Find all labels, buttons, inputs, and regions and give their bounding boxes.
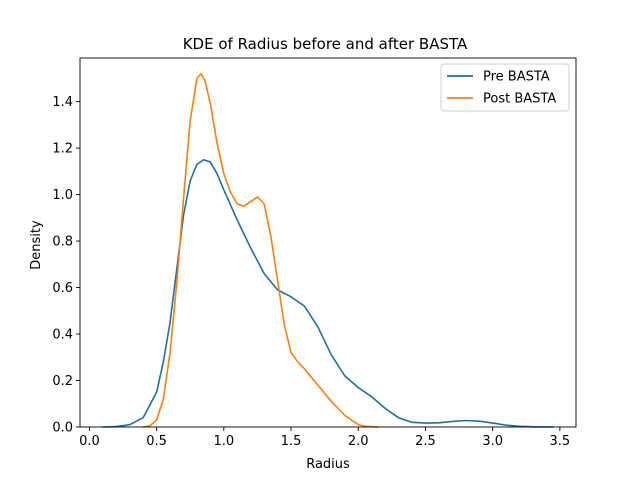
x-axis-label: Radius	[306, 457, 350, 472]
y-tick-label: 1.2	[52, 142, 73, 157]
x-tick-label: 2.5	[415, 434, 436, 449]
legend: Pre BASTA Post BASTA	[440, 63, 570, 112]
x-tick-label: 0.0	[79, 434, 100, 449]
plot-area: 0.0 0.5 1.0 1.5 2.0 2.5 3.0 3.5 0.0 0.2 0.4 0.6 0.8 1…	[52, 57, 577, 449]
legend-entry-label: Post BASTA	[483, 92, 556, 107]
series-line-post-basta	[142, 72, 380, 428]
chart-title: KDE of Radius before and after BASTA	[183, 35, 468, 53]
x-tick-label: 3.5	[550, 434, 571, 449]
axes-frame	[79, 57, 577, 428]
y-tick-label: 0.6	[52, 281, 73, 296]
series-line-pre-basta	[102, 158, 554, 428]
y-tick-label: 0.2	[52, 374, 73, 389]
y-tick-label: 0.0	[52, 421, 73, 436]
x-tick-label: 1.5	[281, 434, 302, 449]
x-tick-label: 0.5	[146, 434, 167, 449]
x-tick-label: 1.0	[213, 434, 234, 449]
x-tick-label: 2.0	[348, 434, 369, 449]
y-axis-label: Density	[29, 220, 44, 270]
legend-entry-label: Pre BASTA	[483, 70, 550, 85]
y-tick-label: 0.4	[52, 328, 73, 343]
x-tick-label: 3.0	[482, 434, 503, 449]
y-tick-label: 0.8	[52, 235, 73, 250]
y-tick-label: 1.4	[52, 95, 73, 110]
y-tick-label: 1.0	[52, 188, 73, 203]
